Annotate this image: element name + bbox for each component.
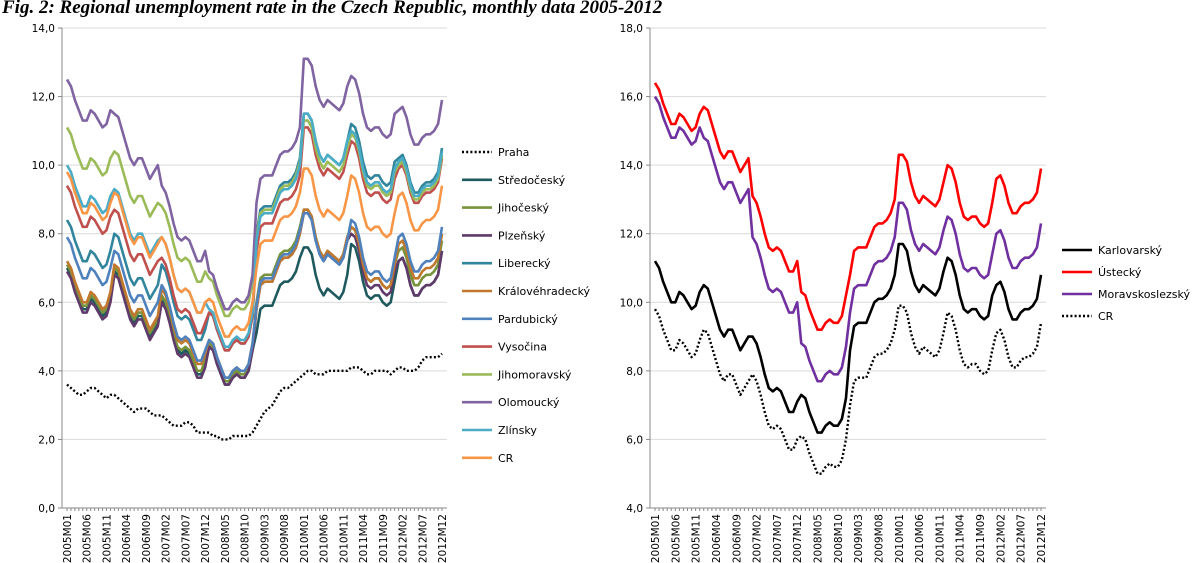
chart: 0,0 2,0 4,0 6,0 8,0 10,0 12,0 14,0 2005M01 2005M0…: [32, 23, 591, 563]
x-tick-label: 2007M02: [161, 514, 173, 563]
x-tick-label: 2007M12: [200, 514, 212, 563]
figure-title: Fig. 2: Regional unemployment rate in th…: [1, 0, 663, 18]
legend-label: Jihočeský: [497, 202, 550, 215]
series-line: [653, 82, 1043, 332]
x-tick-label: 2005M06: [82, 514, 94, 563]
x-tick-label: 2005M11: [101, 514, 113, 563]
series-line: [66, 352, 443, 441]
x-tick-label: 2011M04: [358, 514, 370, 563]
series-line: [65, 167, 444, 338]
x-tick-label: 2010M06: [914, 514, 926, 563]
y-tick-label: 12,0: [620, 229, 643, 241]
legend-label: Jihomoravský: [497, 368, 572, 381]
x-tick-label: 2011M04: [955, 514, 967, 563]
series-line: [653, 304, 1043, 475]
x-tick-label: 2009M08: [873, 514, 885, 563]
y-tick-label: 10,0: [32, 160, 55, 172]
y-tick-label: 14,0: [32, 23, 55, 35]
x-tick-label: 2009M03: [259, 514, 271, 563]
y-tick-label: 8,0: [626, 366, 643, 378]
legend-label: Královéhradecký: [498, 285, 591, 298]
x-tick-label: 2010M06: [319, 514, 331, 563]
x-tick-label: 2008M10: [833, 514, 845, 563]
y-tick-label: 6,0: [626, 434, 643, 446]
chart: 4,0 6,0 8,0 10,0 12,0 14,0 16,0 18,0 2005M01 2005…: [620, 23, 1191, 563]
series-line: [65, 211, 444, 380]
legend-label: Moravskoslezský: [1098, 288, 1190, 301]
x-tick-label: 2010M01: [299, 514, 311, 563]
x-tick-label: 2009M08: [279, 514, 291, 563]
x-tick-label: 2007M07: [180, 514, 192, 563]
x-tick-label: 2008M10: [240, 514, 252, 563]
x-tick-label: 2012M07: [417, 514, 429, 563]
y-tick-label: 16,0: [620, 92, 643, 104]
legend-label: Ústecký: [1098, 266, 1142, 279]
x-tick-label: 2005M01: [650, 514, 662, 563]
y-tick-label: 8,0: [38, 229, 55, 241]
y-tick-label: 2,0: [38, 434, 55, 446]
legend-label: Plzeňský: [498, 229, 546, 242]
legend-label: Praha: [498, 146, 529, 159]
x-tick-label: 2012M02: [398, 514, 410, 563]
legend-label: Liberecký: [498, 257, 551, 270]
x-tick-label: 2005M11: [691, 514, 703, 563]
x-tick-label: 2010M11: [934, 514, 946, 563]
x-tick-label: 2005M01: [62, 514, 74, 563]
series-line: [653, 242, 1043, 434]
y-tick-label: 10,0: [620, 297, 643, 309]
legend-label: Pardubický: [498, 313, 558, 326]
x-tick-label: 2007M12: [792, 514, 804, 563]
legend-label: Olomoucký: [498, 396, 560, 409]
x-tick-label: 2012M07: [1016, 514, 1028, 563]
legend-label: Vysočina: [498, 341, 547, 354]
x-tick-label: 2012M02: [995, 514, 1007, 563]
x-tick-label: 2011M09: [975, 514, 987, 563]
x-tick-label: 2009M03: [853, 514, 865, 563]
legend-label: Zlínsky: [498, 424, 537, 437]
series-line: [65, 57, 444, 311]
x-tick-label: 2008M05: [220, 514, 232, 563]
legend-label: Středočeský: [498, 174, 566, 187]
y-tick-label: 4,0: [38, 366, 55, 378]
legend-label: CR: [1098, 310, 1114, 323]
y-tick-label: 6,0: [38, 297, 55, 309]
x-tick-label: 2006M09: [141, 514, 153, 563]
x-tick-label: 2011M09: [378, 514, 390, 563]
x-tick-label: 2006M04: [711, 514, 723, 563]
y-tick-label: 0,0: [38, 503, 55, 515]
legend-label: Karlovarský: [1098, 244, 1163, 257]
x-tick-label: 2010M11: [338, 514, 350, 563]
legend-label: CR: [498, 452, 514, 465]
x-tick-label: 2006M04: [121, 514, 133, 563]
x-tick-label: 2007M07: [772, 514, 784, 563]
x-tick-label: 2010M01: [894, 514, 906, 563]
y-tick-label: 14,0: [620, 160, 643, 172]
x-tick-label: 2007M02: [752, 514, 764, 563]
x-tick-label: 2008M05: [813, 514, 825, 563]
y-tick-label: 4,0: [626, 503, 643, 515]
x-tick-label: 2012M12: [1036, 514, 1048, 563]
x-tick-label: 2006M09: [731, 514, 743, 563]
y-tick-label: 12,0: [32, 92, 55, 104]
x-tick-label: 2005M06: [670, 514, 682, 563]
y-tick-label: 18,0: [620, 23, 643, 35]
x-tick-label: 2012M12: [437, 514, 449, 563]
series-line: [653, 95, 1043, 383]
